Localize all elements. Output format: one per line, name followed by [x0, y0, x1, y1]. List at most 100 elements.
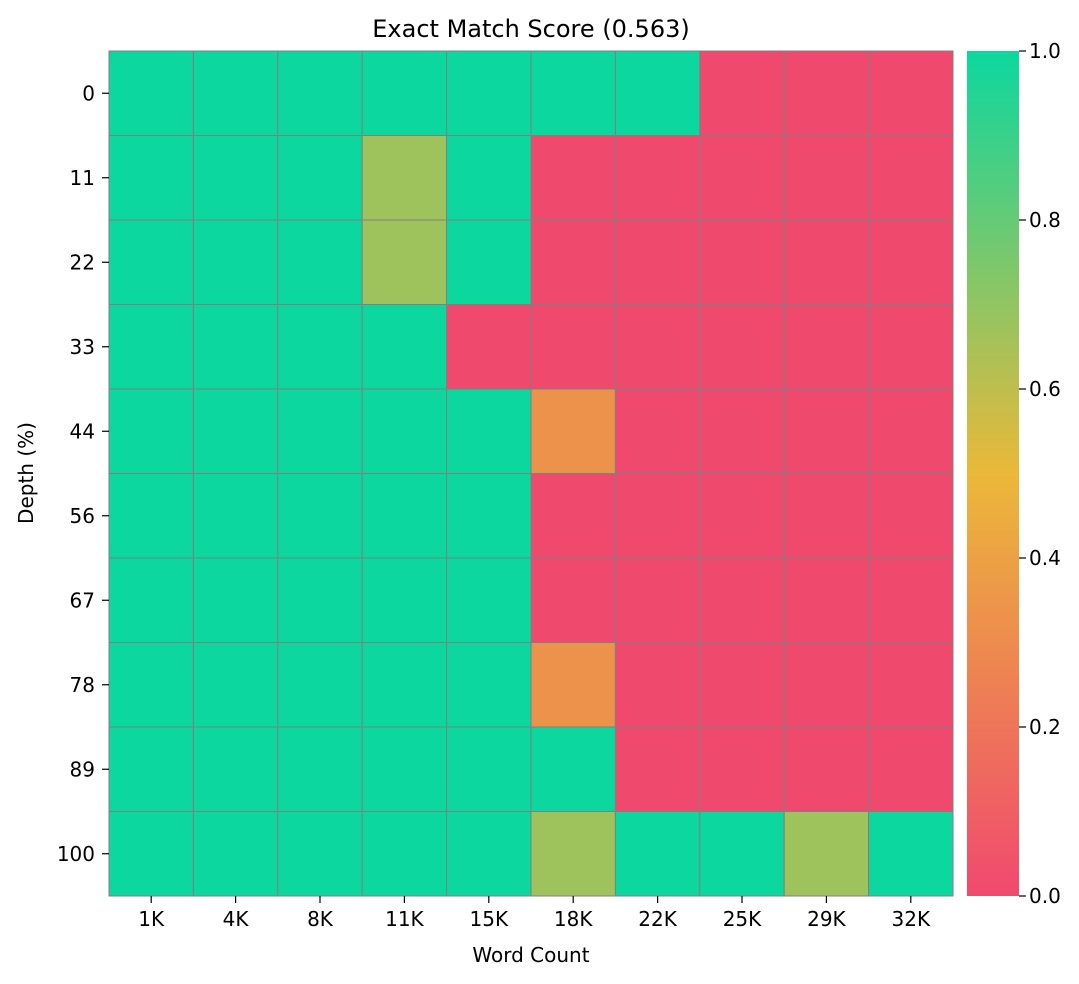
heatmap-cell — [868, 557, 954, 643]
heatmap-cell — [446, 219, 532, 305]
heatmap-cell — [868, 219, 954, 305]
heatmap-cell — [614, 557, 701, 643]
heatmap-cell — [614, 219, 701, 305]
y-tick-label: 44 — [70, 419, 95, 443]
y-tick-label: 33 — [70, 335, 95, 359]
y-tick-label: 89 — [70, 757, 95, 781]
heatmap-cell — [530, 50, 616, 136]
heatmap-cell — [277, 388, 363, 474]
heatmap-cell — [699, 557, 785, 643]
heatmap-cell — [192, 811, 279, 897]
x-tick-label: 18K — [554, 907, 593, 931]
heatmap-cell — [530, 135, 616, 221]
colorbar-tick-label: 0.4 — [1029, 546, 1061, 570]
heatmap-cell — [446, 811, 532, 897]
y-tick-label: 67 — [70, 588, 95, 612]
colorbar-tick-label: 0.0 — [1029, 884, 1061, 908]
heatmap-cell — [108, 304, 194, 390]
heatmap-cell — [868, 811, 954, 897]
heatmap-cell — [108, 219, 194, 305]
x-tick-label: 8K — [307, 907, 334, 931]
chart-title: Exact Match Score (0.563) — [372, 15, 689, 43]
x-axis-ticks: 1K 4K 8K 11K 15K 18K 22K 25K 29K 32K — [138, 896, 931, 931]
heatmap-cell — [530, 219, 616, 305]
heatmap-cell — [108, 726, 194, 812]
heatmap-cell — [868, 642, 954, 728]
heatmap-cell — [361, 219, 448, 305]
colorbar-ticks: 0.0 0.2 0.4 0.6 0.8 1.0 — [1019, 39, 1061, 908]
y-axis-ticks: 0 11 22 33 44 56 67 78 89 100 — [57, 81, 109, 866]
heatmap-cell — [361, 811, 448, 897]
heatmap-cell — [361, 473, 448, 559]
heatmap-cell — [530, 388, 616, 474]
heatmap-cell — [614, 135, 701, 221]
heatmap-cells — [108, 50, 954, 897]
heatmap-cell — [614, 388, 701, 474]
heatmap-cell — [783, 50, 870, 136]
heatmap-cell — [530, 557, 616, 643]
heatmap-cell — [192, 557, 279, 643]
heatmap-cell — [277, 557, 363, 643]
heatmap-cell — [699, 811, 785, 897]
heatmap-cell — [361, 557, 448, 643]
heatmap-cell — [783, 557, 870, 643]
heatmap-cell — [868, 50, 954, 136]
x-axis-label: Word Count — [472, 943, 589, 967]
heatmap-cell — [530, 811, 616, 897]
heatmap-cell — [108, 50, 194, 136]
heatmap-cell — [699, 726, 785, 812]
heatmap-cell — [277, 50, 363, 136]
y-axis-label: Depth (%) — [14, 422, 38, 524]
heatmap-cell — [277, 135, 363, 221]
x-tick-label: 1K — [138, 907, 165, 931]
colorbar-tick-label: 0.8 — [1029, 208, 1061, 232]
heatmap-cell — [192, 388, 279, 474]
colorbar-tick-label: 0.6 — [1029, 377, 1061, 401]
heatmap-cell — [868, 388, 954, 474]
heatmap-cell — [614, 50, 701, 136]
heatmap-cell — [446, 135, 532, 221]
heatmap-cell — [361, 50, 448, 136]
heatmap-cell — [277, 642, 363, 728]
heatmap-cell — [192, 50, 279, 136]
heatmap-cell — [868, 473, 954, 559]
heatmap-cell — [868, 135, 954, 221]
colorbar-tick-label: 1.0 — [1029, 39, 1061, 63]
y-tick-label: 11 — [70, 166, 95, 190]
colorbar-tick-label: 0.2 — [1029, 715, 1061, 739]
heatmap-cell — [361, 642, 448, 728]
y-tick-label: 78 — [70, 673, 95, 697]
heatmap-cell — [108, 642, 194, 728]
heatmap-cell — [699, 135, 785, 221]
heatmap-cell — [614, 304, 701, 390]
heatmap-cell — [108, 557, 194, 643]
colorbar — [967, 51, 1019, 896]
heatmap-cell — [783, 726, 870, 812]
y-tick-label: 0 — [82, 81, 95, 105]
heatmap-cell — [783, 388, 870, 474]
heatmap-cell — [192, 642, 279, 728]
heatmap-cell — [277, 726, 363, 812]
x-tick-label: 29K — [807, 907, 846, 931]
heatmap-cell — [699, 642, 785, 728]
heatmap-cell — [108, 811, 194, 897]
y-tick-label: 100 — [57, 842, 95, 866]
heatmap-cell — [361, 135, 448, 221]
heatmap-cell — [783, 473, 870, 559]
heatmap-cell — [530, 642, 616, 728]
heatmap-cell — [192, 304, 279, 390]
heatmap-cell — [614, 811, 701, 897]
heatmap-cell — [361, 726, 448, 812]
heatmap-cell — [192, 473, 279, 559]
heatmap-cell — [446, 557, 532, 643]
heatmap-cell — [446, 388, 532, 474]
heatmap-cell — [361, 388, 448, 474]
heatmap-cell — [192, 135, 279, 221]
x-tick-label: 15K — [470, 907, 509, 931]
heatmap-cell — [783, 135, 870, 221]
heatmap-cell — [530, 473, 616, 559]
heatmap-cell — [277, 304, 363, 390]
x-tick-label: 22K — [638, 907, 677, 931]
x-tick-label: 32K — [892, 907, 931, 931]
heatmap-cell — [699, 388, 785, 474]
